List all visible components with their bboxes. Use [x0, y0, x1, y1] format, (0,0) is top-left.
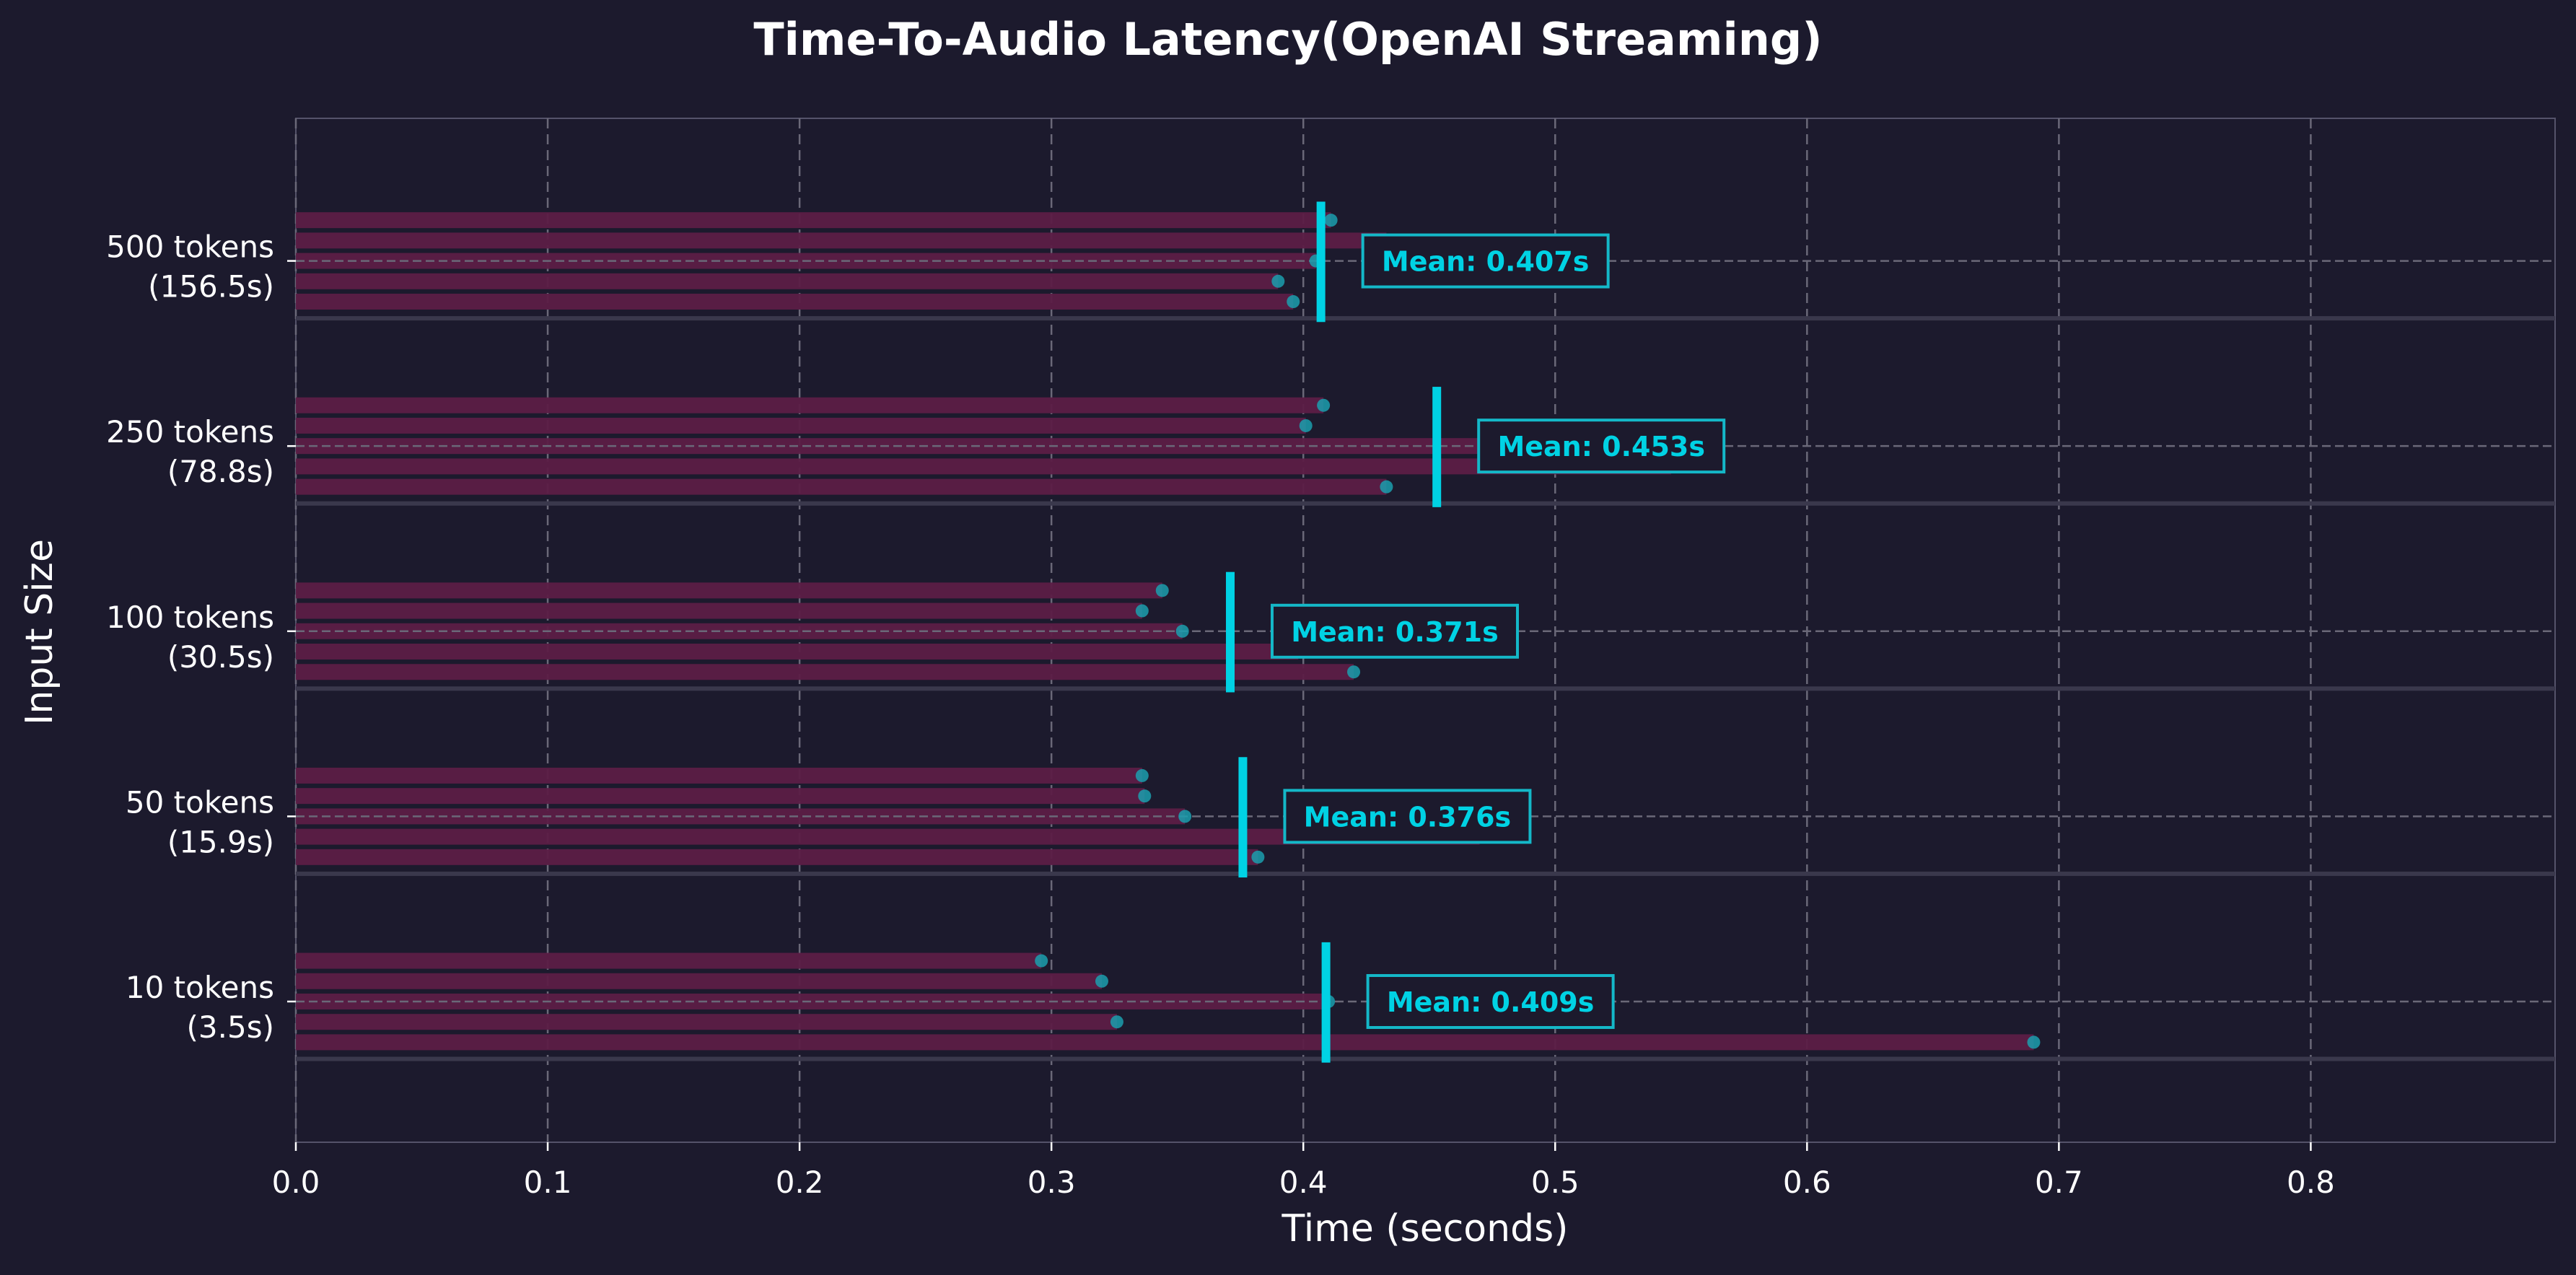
group-baseline [296, 686, 2555, 691]
run-point [1380, 480, 1393, 494]
y-axis-label: Input Size [18, 539, 61, 725]
mean-label: Mean: 0.371s [1291, 616, 1499, 648]
mean-label-box [1361, 233, 1610, 289]
y-tick-label: 500 tokens [106, 229, 274, 265]
y-tick-sublabel: (30.5s) [167, 639, 274, 675]
run-bar [296, 582, 1162, 599]
run-bar [296, 849, 1258, 865]
x-tick-label: 0.4 [1279, 1165, 1328, 1200]
run-point [2027, 1035, 2041, 1049]
run-point [1095, 974, 1108, 988]
y-tick-sublabel: (15.9s) [167, 824, 274, 859]
run-point [1271, 274, 1285, 288]
group-baseline [296, 1056, 2555, 1061]
mean-label-box [1477, 419, 1726, 474]
group-baseline [296, 501, 2555, 506]
x-tick-label: 0.3 [1028, 1165, 1076, 1200]
run-bar [296, 397, 1324, 413]
run-point [1299, 419, 1313, 432]
run-bar [296, 788, 1145, 805]
x-tick-label: 0.2 [776, 1165, 824, 1200]
mean-line [1432, 387, 1442, 507]
run-point [1317, 398, 1331, 412]
mean-line [1238, 757, 1248, 878]
run-bar [296, 828, 1480, 845]
y-tick-sublabel: (78.8s) [167, 454, 274, 489]
mean-label: Mean: 0.407s [1382, 246, 1590, 278]
mean-label: Mean: 0.453s [1497, 431, 1705, 463]
run-bar [296, 417, 1306, 434]
run-bar [296, 1034, 2034, 1051]
run-bar [296, 1014, 1117, 1030]
x-tick-label: 0.0 [272, 1165, 320, 1200]
x-tick-label: 0.7 [2035, 1165, 2083, 1200]
group-baseline [296, 871, 2555, 876]
run-point [1155, 584, 1169, 597]
chart-title: Time-To-Audio Latency(OpenAI Streaming) [753, 13, 1822, 66]
run-bar [296, 212, 1331, 229]
x-tick-label: 0.8 [2287, 1165, 2335, 1200]
run-bar [296, 664, 1354, 680]
run-bar [296, 767, 1142, 784]
mean-label: Mean: 0.376s [1304, 801, 1512, 833]
y-tick-label: 50 tokens [126, 784, 274, 820]
run-bar [296, 993, 1329, 1009]
run-point [1110, 1015, 1123, 1029]
run-point [1178, 810, 1192, 823]
run-bar [296, 973, 1102, 989]
mean-label-box [1366, 973, 1615, 1029]
mean-line [1321, 942, 1331, 1063]
run-bar [296, 603, 1142, 619]
mean-label-box [1283, 789, 1532, 844]
run-bar [296, 478, 1387, 495]
run-bar [296, 952, 1042, 969]
run-point [1135, 604, 1149, 618]
run-point [1135, 768, 1149, 782]
y-tick-label: 250 tokens [106, 414, 274, 450]
mean-line [1316, 201, 1326, 323]
x-tick-label: 0.6 [1783, 1165, 1831, 1200]
run-bar [296, 294, 1294, 310]
run-point [1347, 665, 1361, 679]
run-bar [296, 644, 1299, 660]
run-point [1138, 789, 1152, 803]
y-tick-label: 100 tokens [106, 600, 274, 635]
y-tick-sublabel: (3.5s) [187, 1009, 274, 1045]
run-bar [296, 232, 1387, 249]
mean-line [1225, 571, 1235, 693]
run-bar [296, 273, 1279, 289]
x-axis-label: Time (seconds) [1282, 1207, 1569, 1250]
x-tick-label: 0.5 [1531, 1165, 1580, 1200]
run-point [1287, 295, 1300, 309]
run-point [1251, 850, 1265, 864]
mean-label: Mean: 0.409s [1387, 986, 1595, 1018]
run-bar [296, 458, 1671, 475]
run-point [1324, 214, 1338, 227]
run-point [1035, 954, 1048, 968]
run-point [1175, 624, 1189, 638]
y-tick-label: 10 tokens [126, 970, 274, 1005]
mean-label-box [1270, 603, 1519, 659]
y-tick-sublabel: (156.5s) [148, 269, 274, 304]
x-tick-label: 0.1 [524, 1165, 572, 1200]
group-baseline [296, 316, 2555, 321]
